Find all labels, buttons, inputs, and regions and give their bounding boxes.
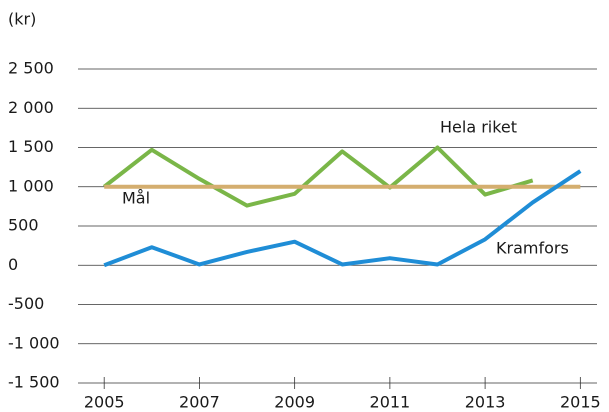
y-unit-label: (kr) (8, 10, 36, 29)
y-tick-label: -500 (8, 294, 44, 313)
y-tick-label: -1 000 (8, 333, 60, 352)
series-label: Hela riket (440, 118, 517, 137)
series-line (102, 145, 534, 208)
x-tick-label: 2011 (370, 393, 411, 412)
x-tick-label: 2007 (179, 393, 220, 412)
y-tick-label: -1 500 (8, 373, 60, 392)
y-tick-label: 2 500 (8, 59, 54, 78)
x-tick-label: 2013 (465, 393, 506, 412)
x-tick-label: 2015 (560, 393, 601, 412)
y-tick-label: 0 (8, 255, 18, 274)
y-tick-label: 2 000 (8, 98, 54, 117)
y-tick-label: 1 000 (8, 176, 54, 195)
y-tick-label: 1 500 (8, 137, 54, 156)
x-tick-label: 2005 (84, 393, 125, 412)
y-tick-label: 500 (8, 216, 39, 235)
series-label: Kramfors (496, 239, 569, 258)
series-label: Mål (122, 189, 150, 208)
x-tick-label: 2009 (274, 393, 315, 412)
series-line (103, 169, 582, 268)
